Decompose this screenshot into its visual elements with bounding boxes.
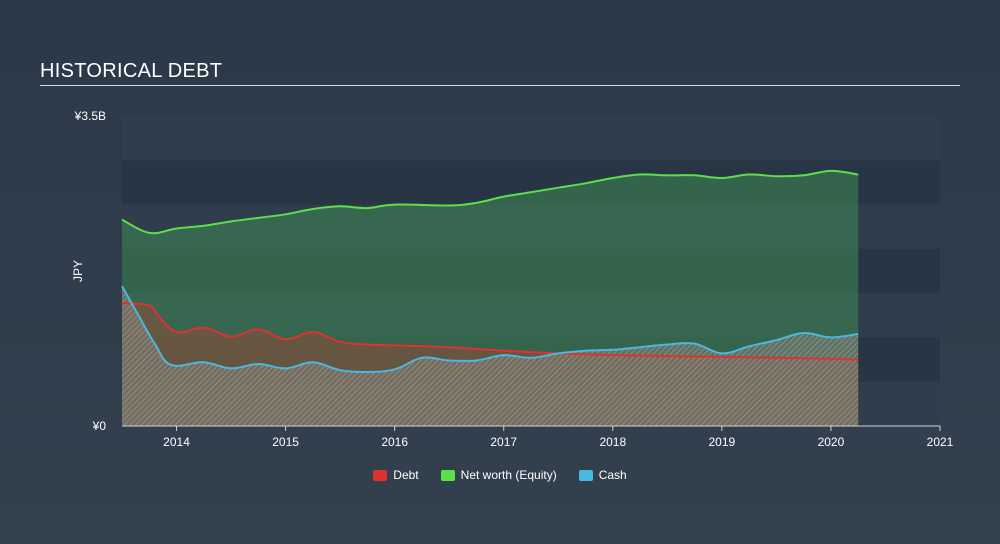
legend-item: Debt <box>373 468 419 482</box>
cash-line <box>121 285 859 374</box>
y-axis-label: JPY <box>71 260 85 282</box>
debt-line <box>121 301 859 361</box>
y-tick-label: ¥0 <box>92 419 107 433</box>
legend-item: Cash <box>578 468 627 482</box>
x-tick-label: 2015 <box>272 435 299 449</box>
legend-label: Debt <box>393 468 419 482</box>
legend-swatch <box>578 469 593 481</box>
legend-label: Cash <box>598 468 627 482</box>
x-tick-label: 2019 <box>709 435 736 449</box>
grid-band <box>122 116 940 161</box>
x-tick-label: 2017 <box>490 435 517 449</box>
x-tick-label: 2018 <box>599 435 626 449</box>
x-tick-label: 2020 <box>818 435 845 449</box>
x-tick-label: 2016 <box>381 435 408 449</box>
cash-area <box>122 286 859 426</box>
legend-swatch <box>440 469 455 481</box>
series-lines <box>121 169 859 374</box>
chart-title: HISTORICAL DEBT <box>40 60 223 82</box>
legend-item: Net worth (Equity) <box>440 468 557 482</box>
equity-line <box>121 169 859 235</box>
x-tick-label: 2014 <box>163 435 190 449</box>
y-tick-label: ¥3.5B <box>74 109 106 123</box>
axes: 2014 2015 2016 2017 2018 2019 2020 2021 ¥3.5B ¥0 J… <box>71 109 954 449</box>
legend: Debt Net worth (Equity) Cash <box>0 468 1000 482</box>
legend-label: Net worth (Equity) <box>460 468 557 482</box>
x-tick-label: 2021 <box>927 435 954 449</box>
title-divider <box>40 85 960 86</box>
legend-swatch <box>373 469 388 481</box>
